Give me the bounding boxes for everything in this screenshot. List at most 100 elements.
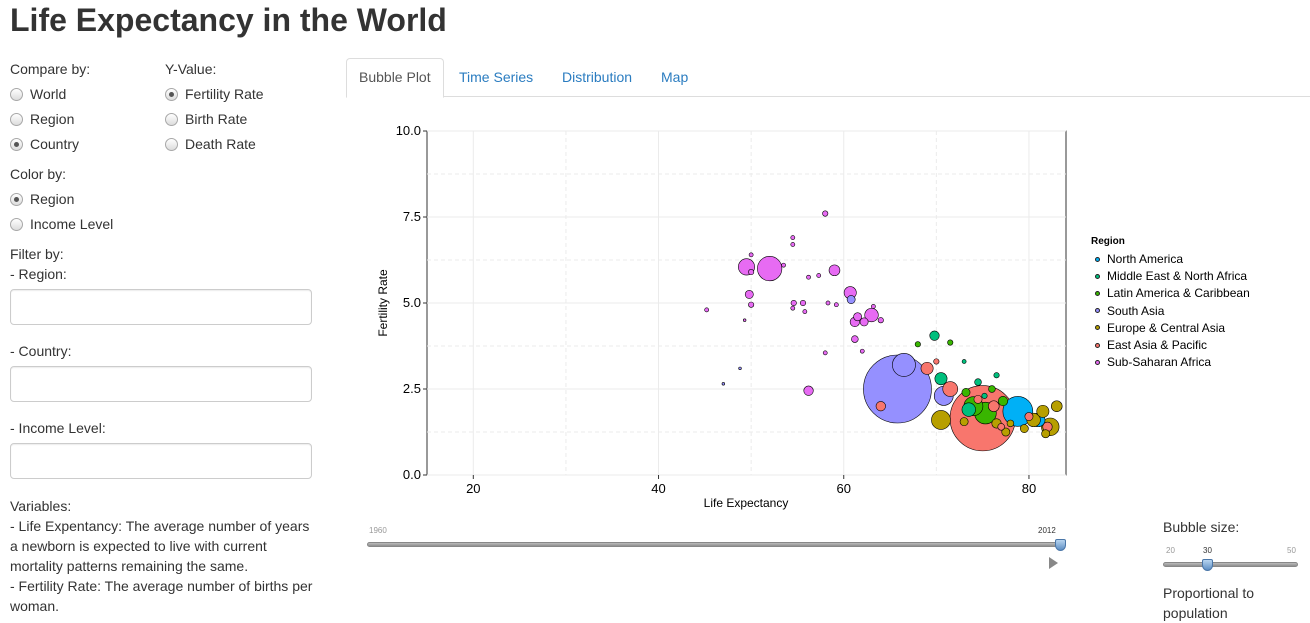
- yvalue-fertility-radio[interactable]: Fertility Rate: [165, 86, 264, 102]
- yvalue-death-radio[interactable]: Death Rate: [165, 136, 256, 152]
- bubble-point: [1006, 419, 1015, 428]
- bubble-point: [892, 353, 916, 377]
- bubble-slider-value: 30: [1203, 546, 1212, 555]
- bubble-point: [757, 256, 783, 282]
- bubble-slider-max: 50: [1287, 546, 1296, 555]
- variable-life-expectancy: - Life Expentancy: The average number of…: [10, 518, 310, 574]
- bubble-slider-track[interactable]: [1163, 562, 1298, 567]
- tab-time-series[interactable]: Time Series: [459, 69, 534, 85]
- y-tick-label: 10.0: [396, 123, 421, 138]
- y-tick-label: 5.0: [403, 295, 421, 310]
- bubble-point: [961, 388, 971, 397]
- radio-dot-selected: [10, 137, 23, 151]
- variable-fertility-rate: - Fertility Rate: The average number of …: [10, 578, 313, 614]
- year-slider-track[interactable]: [367, 542, 1063, 547]
- legend-item: South Asia: [1095, 304, 1164, 318]
- legend-item: North America: [1095, 252, 1183, 266]
- legend-swatch: [1095, 342, 1100, 348]
- filter-by-label: Filter by:: [10, 246, 64, 262]
- legend-swatch: [1095, 290, 1100, 296]
- bubble-point: [822, 210, 829, 217]
- filter-income-input[interactable]: [10, 443, 312, 479]
- bubble-point: [790, 299, 797, 307]
- legend-label: Sub-Saharan Africa: [1107, 355, 1212, 370]
- legend-swatch: [1095, 325, 1100, 331]
- legend-swatch: [1095, 273, 1100, 279]
- legend-swatch: [1095, 308, 1100, 314]
- bubble-point: [790, 242, 796, 247]
- bubble-point: [1024, 412, 1034, 421]
- bubble-size-note: Proportional to population: [1163, 585, 1255, 621]
- radio-dot: [165, 112, 178, 126]
- bubble-point: [833, 302, 839, 308]
- bubble-point: [704, 307, 710, 313]
- year-slider-min: 1960: [369, 526, 387, 535]
- filter-country-input[interactable]: [10, 366, 312, 402]
- bubble-slider-handle[interactable]: [1202, 559, 1213, 571]
- variables-description: Variables: - Life Expentancy: The averag…: [10, 496, 315, 616]
- bubble-point: [877, 317, 884, 324]
- year-slider-value: 2012: [1038, 526, 1056, 535]
- filter-income-label: - Income Level:: [10, 420, 106, 436]
- bubble-point: [871, 304, 876, 309]
- legend-label: South Asia: [1107, 303, 1165, 318]
- yvalue-birth-radio[interactable]: Birth Rate: [165, 111, 247, 127]
- bubble-point: [748, 252, 754, 258]
- bubble-point: [929, 330, 940, 341]
- bubble-point: [738, 366, 742, 371]
- radio-dot: [165, 137, 178, 151]
- bubble-point: [875, 401, 886, 412]
- bubble-point: [933, 358, 940, 365]
- compare-world-radio[interactable]: World: [10, 86, 66, 102]
- filter-country-label: - Country:: [10, 343, 72, 359]
- legend-title: Region: [1091, 236, 1125, 247]
- compare-region-radio[interactable]: Region: [10, 111, 74, 127]
- bubble-point: [806, 274, 811, 280]
- bubble-point: [846, 295, 856, 304]
- color-income-radio[interactable]: Income Level: [10, 216, 113, 232]
- bubble-point: [1019, 424, 1029, 433]
- bubble-point: [816, 273, 822, 278]
- y-value-label: Y-Value:: [165, 61, 217, 77]
- bubble-point: [781, 262, 786, 268]
- legend-item: Sub-Saharan Africa: [1095, 355, 1211, 369]
- color-region-radio[interactable]: Region: [10, 191, 74, 207]
- bubble-point: [997, 395, 1009, 407]
- bubble-point: [802, 309, 808, 314]
- compare-country-radio[interactable]: Country: [10, 136, 79, 152]
- bubble-point: [981, 392, 988, 399]
- bubble-point: [721, 382, 726, 386]
- tab-distribution[interactable]: Distribution: [562, 69, 633, 85]
- bubble-point: [1041, 429, 1051, 439]
- bubble-point: [864, 307, 879, 323]
- bubble-point: [803, 385, 814, 396]
- x-axis-label: Life Expectancy: [704, 496, 789, 510]
- play-icon[interactable]: [1049, 557, 1058, 569]
- legend-item: Latin America & Caribbean: [1095, 286, 1250, 300]
- tab-map[interactable]: Map: [661, 69, 689, 85]
- y-axis-label: Fertility Rate: [376, 269, 390, 337]
- bubble-point: [988, 400, 1000, 412]
- tab-bubble-plot[interactable]: Bubble Plot: [346, 58, 444, 98]
- bubble-point: [1036, 404, 1050, 418]
- bubble-point: [974, 378, 982, 386]
- legend-swatch: [1095, 256, 1100, 262]
- filter-region-input[interactable]: [10, 289, 312, 325]
- bubble-point: [790, 305, 796, 311]
- bubble-point: [931, 410, 951, 430]
- y-tick-label: 7.5: [403, 209, 421, 224]
- legend-swatch: [1095, 359, 1100, 365]
- bubble-point: [1050, 400, 1063, 412]
- tab-bar: Bubble Plot Time Series Distribution Map: [346, 58, 1310, 98]
- radio-dot: [10, 217, 23, 231]
- filter-region-label: - Region:: [10, 266, 67, 282]
- legend-item: Middle East & North Africa: [1095, 269, 1247, 283]
- bubble-point: [859, 317, 869, 327]
- x-tick-label: 20: [466, 481, 480, 496]
- year-slider-handle[interactable]: [1055, 539, 1066, 551]
- radio-dot: [10, 112, 23, 126]
- bubble-point: [914, 341, 921, 348]
- legend-label: East Asia & Pacific: [1107, 338, 1208, 352]
- legend-item: Europe & Central Asia: [1095, 321, 1225, 335]
